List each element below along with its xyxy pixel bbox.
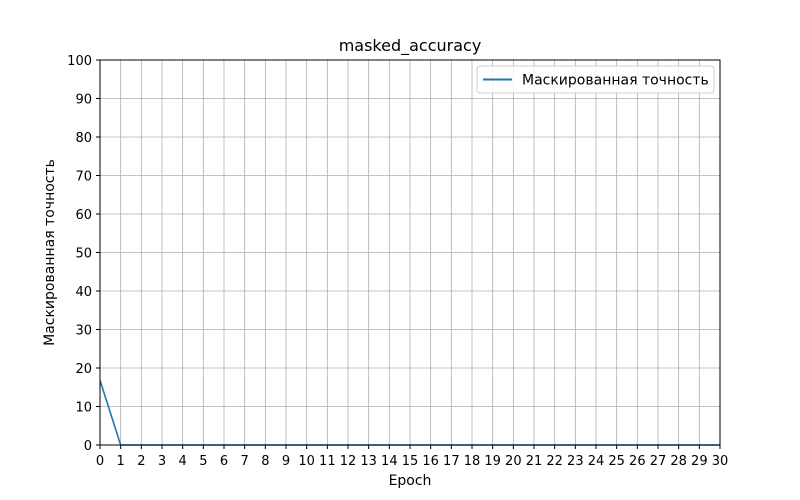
x-tick-label-10: 10 [298,454,315,469]
x-tick-label-19: 19 [484,454,501,469]
x-tick-label-13: 13 [360,454,377,469]
x-tick-label-0: 0 [96,454,104,469]
x-tick-label-16: 16 [422,454,439,469]
y-tick-label-5: 50 [75,247,92,262]
chart-title: masked_accuracy [339,36,482,56]
x-tick-label-11: 11 [319,454,336,469]
legend-entry-label: Маскированная точность [522,73,709,89]
x-tick-label-30: 30 [712,454,729,469]
x-tick-label-5: 5 [199,454,207,469]
x-tick-label-25: 25 [608,454,625,469]
x-tick-label-3: 3 [158,454,166,469]
y-tick-label-7: 70 [75,170,92,185]
y-tick-label-1: 10 [75,401,92,416]
x-tick-label-9: 9 [282,454,290,469]
x-tick-label-17: 17 [443,454,460,469]
x-tick-label-18: 18 [464,454,481,469]
x-tick-label-26: 26 [629,454,646,469]
x-tick-label-24: 24 [588,454,605,469]
x-tick-label-6: 6 [220,454,228,469]
legend: Маскированная точность [476,65,715,94]
x-tick-label-2: 2 [137,454,145,469]
y-tick-label-4: 40 [75,285,92,300]
y-axis-label: Маскированная точность [42,159,58,346]
x-tick-label-4: 4 [179,454,187,469]
x-tick-label-22: 22 [546,454,563,469]
x-tick-label-21: 21 [526,454,543,469]
x-axis-label: Epoch [389,473,432,489]
y-tick-label-6: 60 [75,208,92,223]
x-tick-label-15: 15 [402,454,419,469]
y-tick-label-0: 0 [84,439,92,454]
x-tick-label-27: 27 [650,454,667,469]
x-tick-label-28: 28 [670,454,687,469]
x-tick-label-7: 7 [241,454,249,469]
x-tick-label-14: 14 [381,454,398,469]
y-tick-label-3: 30 [75,324,92,339]
x-tick-label-8: 8 [261,454,269,469]
x-tick-label-12: 12 [340,454,357,469]
y-tick-label-2: 20 [75,362,92,377]
x-tick-label-23: 23 [567,454,584,469]
legend-box [476,65,715,94]
y-tick-label-8: 80 [75,131,92,146]
x-tick-label-1: 1 [117,454,125,469]
x-tick-label-29: 29 [691,454,708,469]
x-tick-label-20: 20 [505,454,522,469]
axis-ticks: 0 1 2 3 4 5 6 7 8 9 10 11 12 13 14 15 16 17 18 19 20 21 22 23 24… [67,54,728,469]
y-tick-label-10: 100 [67,54,92,69]
y-tick-label-9: 90 [75,93,92,108]
